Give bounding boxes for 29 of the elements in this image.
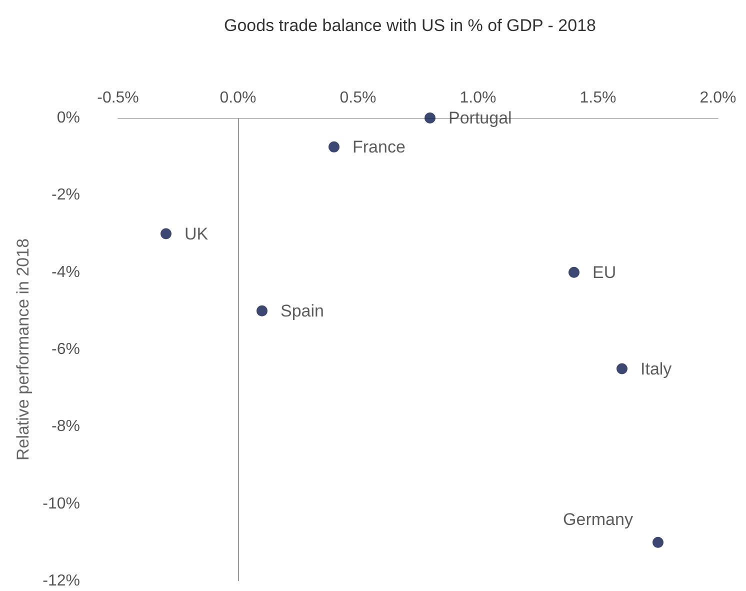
y-tick-label: -10% bbox=[42, 495, 80, 512]
y-axis-title: Relative performance in 2018 bbox=[14, 238, 33, 461]
point bbox=[616, 363, 628, 374]
series-label: France bbox=[352, 137, 406, 156]
series-label: Italy bbox=[640, 359, 672, 378]
x-tick-label: 0.0% bbox=[220, 90, 256, 106]
series-label: Portugal bbox=[448, 108, 512, 128]
point bbox=[652, 536, 664, 548]
point bbox=[328, 141, 340, 152]
point bbox=[424, 112, 436, 124]
point bbox=[256, 305, 268, 316]
chart-title: Goods trade balance with US in % of GDP - 2018 bbox=[224, 16, 596, 35]
series-label: Spain bbox=[280, 301, 324, 320]
x-tick-label: 1.5% bbox=[580, 90, 616, 106]
x-tick-label: 2.0% bbox=[700, 90, 736, 106]
y-tick-label: 0% bbox=[56, 110, 80, 126]
series-label: EU bbox=[592, 262, 616, 282]
y-tick-label: -12% bbox=[42, 572, 80, 590]
series-label: Germany bbox=[563, 510, 634, 529]
point bbox=[160, 228, 172, 240]
y-tick-label: -4% bbox=[52, 264, 80, 281]
y-tick-label: -6% bbox=[52, 341, 80, 358]
y-tick-label: -8% bbox=[52, 418, 80, 436]
x-tick-label: 1.0% bbox=[460, 90, 496, 106]
y-tick-label: -2% bbox=[52, 186, 80, 204]
series-label: UK bbox=[184, 224, 209, 244]
x-tick-label: 0.5% bbox=[340, 90, 376, 106]
point bbox=[568, 266, 580, 278]
x-tick-label: -0.5% bbox=[97, 90, 139, 106]
